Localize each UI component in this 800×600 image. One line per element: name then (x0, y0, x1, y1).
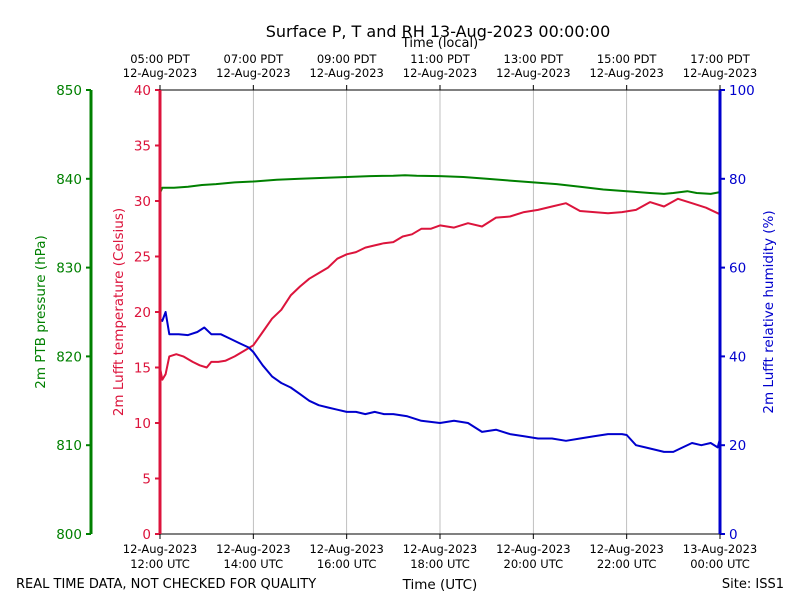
series-line-pressure (159, 174, 721, 195)
footer-left: REAL TIME DATA, NOT CHECKED FOR QUALITY (16, 577, 316, 592)
pressure-axis-tick-label: 830 (56, 261, 82, 277)
temperature-axis-tick-label: 40 (134, 83, 151, 99)
top-axis-label: Time (local) (401, 36, 478, 51)
series-line-temperature (159, 197, 721, 381)
temperature-axis-tick-label: 10 (134, 416, 151, 432)
humidity-axis-tick-label: 100 (729, 83, 755, 99)
temperature-axis-tick-label: 20 (134, 305, 151, 321)
humidity-axis-tick-label: 80 (729, 172, 746, 188)
x-tick-date: 13-Aug-2023 (683, 542, 757, 556)
x-tick-date: 12-Aug-2023 (216, 542, 290, 556)
top-tick-date: 12-Aug-2023 (123, 66, 197, 80)
x-tick-time: 22:00 UTC (597, 557, 657, 571)
pressure-axis-tick-label: 810 (56, 438, 82, 454)
pressure-axis-title: 2m PTB pressure (hPa) (33, 235, 49, 388)
temperature-axis-tick-label: 0 (142, 527, 151, 543)
temperature-axis-title: 2m Lufft temperature (Celsius) (111, 208, 127, 416)
humidity-axis-tick-label: 20 (729, 438, 746, 454)
top-tick-date: 12-Aug-2023 (683, 66, 757, 80)
pressure-axis-tick-label: 840 (56, 172, 82, 188)
x-axis-title: Time (UTC) (402, 577, 478, 593)
x-tick-date: 12-Aug-2023 (589, 542, 663, 556)
temperature-axis-tick-label: 30 (134, 194, 151, 210)
humidity-axis-tick-label: 0 (729, 527, 738, 543)
pressure-axis: 800 810 820 830 840 850 2m PTB pressure (hPa) (33, 83, 93, 543)
temperature-axis: 0 5 10 15 20 25 30 35 40 2m Lufft temperature (Ce… (111, 83, 162, 543)
pressure-axis-tick-label: 850 (56, 83, 82, 99)
top-tick-time: 11:00 PDT (410, 52, 471, 66)
top-tick-time: 05:00 PDT (130, 52, 191, 66)
humidity-axis: 0 20 40 60 80 100 2m Lufft relative humidity (… (718, 83, 777, 543)
top-tick-time: 17:00 PDT (690, 52, 751, 66)
top-tick-date: 12-Aug-2023 (403, 66, 477, 80)
top-tick-time: 09:00 PDT (317, 52, 378, 66)
x-tick-time: 18:00 UTC (410, 557, 470, 571)
series-line-humidity (159, 311, 721, 453)
temperature-axis-tick-label: 5 (142, 472, 151, 488)
x-tick-date: 12-Aug-2023 (496, 542, 570, 556)
temperature-axis-tick-label: 15 (134, 361, 151, 377)
footer-right: Site: ISS1 (722, 577, 784, 592)
x-tick-time: 20:00 UTC (504, 557, 564, 571)
temperature-axis-tick-label: 25 (134, 250, 151, 266)
top-tick-date: 12-Aug-2023 (589, 66, 663, 80)
top-tick-date: 12-Aug-2023 (216, 66, 290, 80)
x-tick-time: 14:00 UTC (224, 557, 284, 571)
x-tick-date: 12-Aug-2023 (403, 542, 477, 556)
humidity-axis-tick-label: 40 (729, 349, 746, 365)
x-tick-date: 12-Aug-2023 (309, 542, 383, 556)
x-tick-time: 16:00 UTC (317, 557, 377, 571)
temperature-axis-tick-label: 35 (134, 139, 151, 155)
x-tick-time: 00:00 UTC (690, 557, 750, 571)
top-tick-time: 13:00 PDT (504, 52, 565, 66)
x-tick-date: 12-Aug-2023 (123, 542, 197, 556)
series-layer (159, 174, 721, 453)
pressure-axis-tick-label: 820 (56, 349, 82, 365)
top-tick-date: 12-Aug-2023 (309, 66, 383, 80)
x-tick-time: 12:00 UTC (130, 557, 190, 571)
pressure-axis-tick-label: 800 (56, 527, 82, 543)
humidity-axis-tick-label: 60 (729, 261, 746, 277)
top-tick-time: 15:00 PDT (597, 52, 658, 66)
humidity-axis-title: 2m Lufft relative humidity (%) (761, 210, 777, 413)
top-tick-time: 07:00 PDT (224, 52, 285, 66)
grid (252, 90, 628, 534)
top-tick-date: 12-Aug-2023 (496, 66, 570, 80)
chart-title: Surface P, T and RH 13-Aug-2023 00:00:00 (266, 22, 611, 41)
